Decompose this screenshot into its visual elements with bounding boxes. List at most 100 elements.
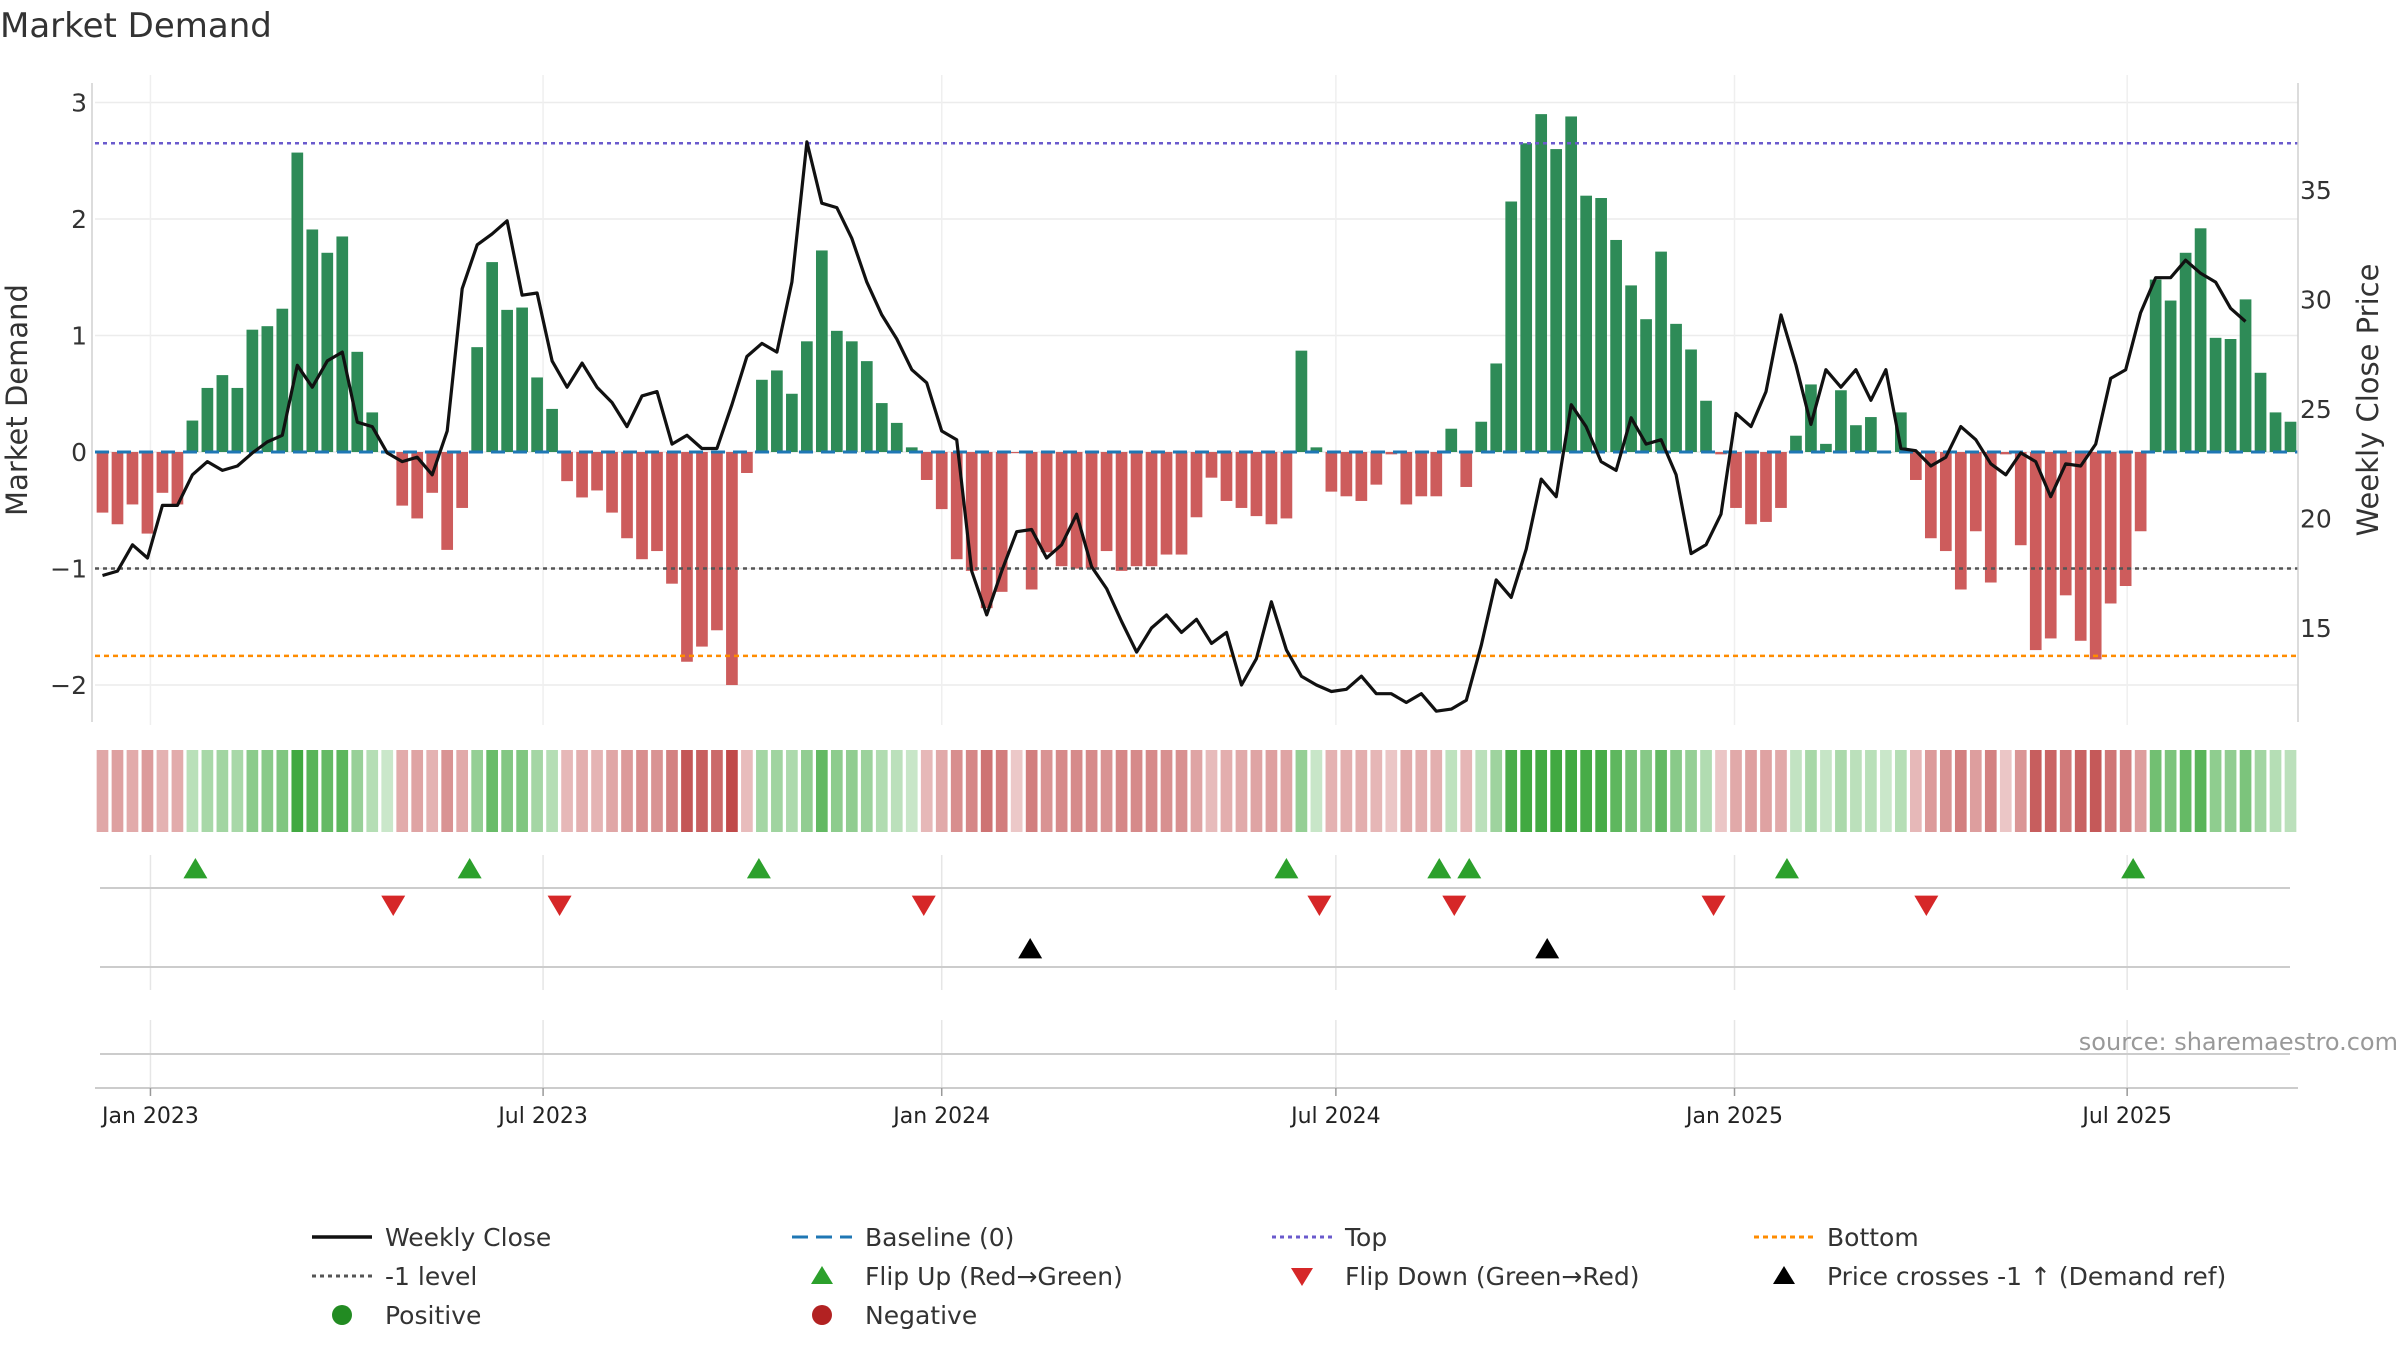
legend-label: Weekly Close (385, 1223, 551, 1252)
demand-bar (2224, 339, 2237, 453)
x-axis: Jan 2023 Jul 2023 Jan 2024 Jul 2024 Jan 2025… (95, 1087, 2298, 1129)
heat-cell (486, 750, 498, 832)
demand-bar (141, 452, 154, 534)
demand-bar (1235, 452, 1248, 508)
y-axis-label: Market Demand (0, 284, 34, 516)
legend-label: Positive (385, 1301, 481, 1330)
y-tick-label: 2 (71, 205, 87, 234)
heat-cell (591, 750, 603, 832)
demand-bar (1954, 452, 1967, 590)
heat-cell (741, 750, 753, 832)
legend-label: Price crosses -1 ↑ (Demand ref) (1827, 1262, 2226, 1291)
demand-bar (2119, 452, 2132, 587)
heat-cell (1565, 750, 1578, 832)
heat-cell (1265, 750, 1278, 832)
heat-cell (1190, 750, 1203, 832)
demand-bar (2059, 452, 2072, 596)
demand-bar (1775, 452, 1787, 508)
demand-bar (501, 309, 513, 453)
y-tick-label: −1 (50, 555, 87, 584)
demand-bar (1160, 452, 1173, 555)
legend-label: Negative (865, 1301, 977, 1330)
demand-bar (905, 447, 918, 453)
demand-bar (321, 252, 334, 453)
x-tick-label: Jan 2025 (1684, 1104, 1783, 1129)
demand-bar (830, 330, 843, 453)
heat-cell (261, 750, 274, 832)
heat-cell (2284, 750, 2297, 832)
heat-cell (2134, 750, 2147, 832)
heat-cell (1805, 750, 1817, 832)
heat-cell (1010, 750, 1023, 832)
heat-cell (1340, 750, 1353, 832)
chart-title: Market Demand (0, 6, 272, 46)
demand-bar (2134, 452, 2147, 532)
demand-bar (1745, 452, 1757, 525)
heat-cell (1280, 750, 1293, 832)
demand-bar (711, 452, 723, 631)
heat-cell (246, 750, 259, 832)
heat-cell (1475, 750, 1488, 832)
heat-cell (171, 750, 184, 832)
demand-bar (2104, 452, 2117, 604)
demand-bar (2014, 452, 2027, 546)
heat-cell (771, 750, 783, 832)
heat-cell (1954, 750, 1967, 832)
legend-item-bottom: Bottom (1754, 1223, 1919, 1252)
heat-cell (456, 750, 469, 832)
demand-bar (651, 452, 663, 552)
legend-label: -1 level (385, 1262, 477, 1291)
heat-cell (201, 750, 214, 832)
heat-cell (1040, 750, 1053, 832)
axes: −2 −1 0 1 2 3 15 20 25 30 35 Market Demand Weekly Cl… (0, 83, 2385, 722)
heat-cell (905, 750, 918, 832)
heat-cell (1999, 750, 2012, 832)
demand-bar (1040, 452, 1053, 553)
heat-cell (186, 750, 199, 832)
demand-bar (486, 262, 498, 453)
heat-cell (786, 750, 798, 832)
heat-cell (546, 750, 558, 832)
heat-cell (621, 750, 633, 832)
heat-cell (2074, 750, 2087, 832)
heat-cell (561, 750, 573, 832)
heat-cell (1145, 750, 1158, 832)
heat-cell (711, 750, 723, 832)
demand-bar (965, 452, 978, 571)
legend-item-baseline: Baseline (0) (792, 1223, 1014, 1252)
heat-cell (366, 750, 379, 832)
heat-cell (516, 750, 528, 832)
demand-bar (1145, 452, 1158, 567)
y2-tick-label: 35 (2300, 176, 2332, 205)
heat-cell (726, 750, 738, 832)
heat-cell (2119, 750, 2132, 832)
demand-bar (1250, 452, 1263, 517)
demand-bar (1355, 452, 1368, 501)
legend-label: Top (1344, 1223, 1387, 1252)
heat-cell (2209, 750, 2222, 832)
heat-cell (1355, 750, 1368, 832)
demand-bar (531, 377, 543, 453)
demand-bar (1385, 452, 1398, 455)
demand-bar (366, 412, 379, 453)
demand-bar (666, 452, 678, 584)
demand-bar (291, 152, 304, 453)
x-tick-label: Jan 2023 (100, 1104, 199, 1129)
heat-cell (1370, 750, 1383, 832)
heat-cell (2269, 750, 2282, 832)
demand-bar (1625, 285, 1637, 453)
heat-cell (2239, 750, 2252, 832)
flip-down-marker (911, 895, 936, 916)
heat-cell (1175, 750, 1188, 832)
heat-cell (1760, 750, 1772, 832)
demand-bar (1730, 452, 1742, 508)
demand-bar (336, 236, 349, 453)
legend-item-top: Top (1272, 1223, 1387, 1252)
heat-cell (2104, 750, 2117, 832)
legend-item-negative: Negative (812, 1301, 977, 1330)
heat-cell (1850, 750, 1862, 832)
demand-bar (1760, 452, 1772, 522)
demand-bar (591, 452, 603, 491)
legend-swatch (1773, 1266, 1795, 1284)
